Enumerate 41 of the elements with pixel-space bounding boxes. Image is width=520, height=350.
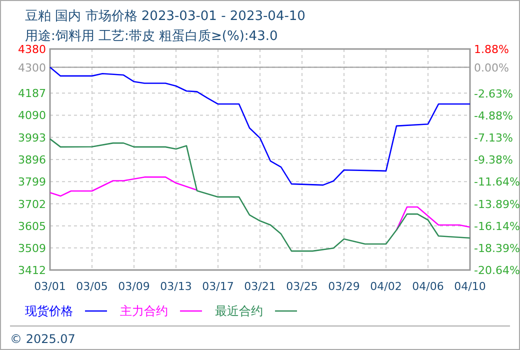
- x-tick-label: 03/29: [328, 280, 360, 293]
- x-tick-label: 03/01: [34, 280, 66, 293]
- y2-tick-label: -9.38%: [474, 154, 513, 166]
- y-tick-label: 3605: [18, 220, 46, 233]
- y-tick-label: 3509: [18, 242, 46, 255]
- y-tick-label: 4380: [18, 43, 46, 56]
- y2-tick-label: -4.88%: [474, 109, 513, 122]
- chart-subtitle: 用途:饲料用 工艺:带皮 粗蛋白质≥(%):43.0: [25, 29, 278, 44]
- x-tick-label: 03/17: [202, 280, 234, 293]
- x-tick-label: 03/09: [118, 280, 150, 293]
- y-tick-label: 3702: [18, 198, 46, 211]
- y2-tick-label: 0.00%: [474, 61, 509, 74]
- y-tick-label: 4090: [18, 109, 46, 122]
- x-tick-label: 04/10: [454, 280, 486, 293]
- y2-tick-label: -20.64%: [474, 264, 520, 277]
- x-tick-label: 04/06: [412, 280, 444, 293]
- x-tick-label: 03/13: [160, 280, 192, 293]
- x-tick-label: 04/02: [370, 280, 402, 293]
- line-series: [49, 66, 471, 186]
- x-tick-label: 03/21: [244, 280, 276, 293]
- y-tick-label: 3799: [18, 176, 46, 189]
- y2-tick-label: -16.14%: [474, 220, 520, 233]
- y2-tick-label: -18.39%: [474, 242, 520, 255]
- legend-label: 主力合约: [120, 304, 168, 318]
- legend-label: 最近合约: [215, 304, 263, 318]
- text: © 2025.07: [10, 332, 76, 346]
- y2-tick-label: 1.88%: [474, 43, 509, 56]
- y2-tick-label: -13.89%: [474, 198, 520, 211]
- y-tick-label: 3896: [18, 154, 46, 166]
- y-tick-label: 3993: [18, 131, 46, 144]
- y-tick-label: 4300: [18, 61, 46, 74]
- x-tick-label: 03/25: [286, 280, 318, 293]
- y2-tick-label: -2.63%: [474, 87, 513, 100]
- y-tick-label: 4187: [18, 87, 46, 100]
- x-tick-label: 03/05: [76, 280, 108, 293]
- legend-label: 现货价格: [25, 304, 73, 318]
- y-tick-label: 3412: [18, 264, 46, 277]
- chart-title: 豆粕 国内 市场价格 2023-03-01 - 2023-04-10: [25, 9, 306, 24]
- y2-tick-label: -11.64%: [474, 176, 520, 189]
- line-series: [49, 138, 471, 252]
- y2-tick-label: -7.13%: [474, 131, 513, 144]
